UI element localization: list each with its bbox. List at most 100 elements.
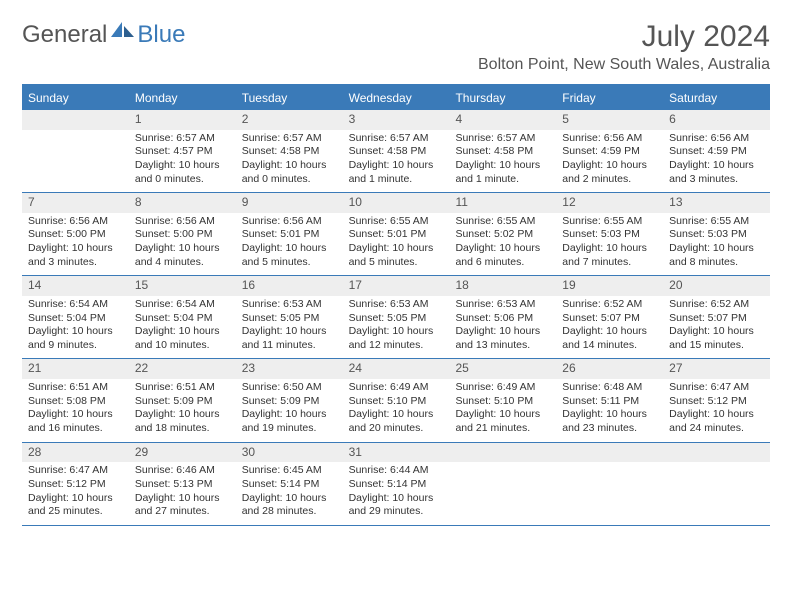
day-cell: 4Sunrise: 6:57 AMSunset: 4:58 PMDaylight…: [449, 110, 556, 192]
sunrise-line: Sunrise: 6:47 AM: [669, 381, 764, 395]
sunset-line: Sunset: 4:57 PM: [135, 145, 230, 159]
sunrise-line: Sunrise: 6:53 AM: [349, 298, 444, 312]
day-number: 1: [129, 110, 236, 130]
week-row: 7Sunrise: 6:56 AMSunset: 5:00 PMDaylight…: [22, 193, 770, 276]
location: Bolton Point, New South Wales, Australia: [478, 56, 770, 74]
day-number: 16: [236, 276, 343, 296]
sunset-line: Sunset: 5:10 PM: [455, 395, 550, 409]
weekday-sunday: Sunday: [22, 86, 129, 110]
day-cell: 18Sunrise: 6:53 AMSunset: 5:06 PMDayligh…: [449, 276, 556, 358]
sunrise-line: Sunrise: 6:56 AM: [669, 132, 764, 146]
sunrise-line: Sunrise: 6:53 AM: [242, 298, 337, 312]
weekday-monday: Monday: [129, 86, 236, 110]
month-title: July 2024: [478, 20, 770, 54]
sunrise-line: Sunrise: 6:54 AM: [28, 298, 123, 312]
daylight-line: Daylight: 10 hours and 15 minutes.: [669, 325, 764, 352]
day-cell: 28Sunrise: 6:47 AMSunset: 5:12 PMDayligh…: [22, 443, 129, 525]
day-cell: 11Sunrise: 6:55 AMSunset: 5:02 PMDayligh…: [449, 193, 556, 275]
sunrise-line: Sunrise: 6:56 AM: [242, 215, 337, 229]
calendar-body: 1Sunrise: 6:57 AMSunset: 4:57 PMDaylight…: [22, 110, 770, 526]
day-number: 19: [556, 276, 663, 296]
week-row: 14Sunrise: 6:54 AMSunset: 5:04 PMDayligh…: [22, 276, 770, 359]
weekday-wednesday: Wednesday: [343, 86, 450, 110]
day-content: Sunrise: 6:47 AMSunset: 5:12 PMDaylight:…: [663, 379, 770, 442]
sunset-line: Sunset: 5:01 PM: [242, 228, 337, 242]
week-row: 1Sunrise: 6:57 AMSunset: 4:57 PMDaylight…: [22, 110, 770, 193]
daylight-line: Daylight: 10 hours and 6 minutes.: [455, 242, 550, 269]
day-cell: 5Sunrise: 6:56 AMSunset: 4:59 PMDaylight…: [556, 110, 663, 192]
title-block: July 2024 Bolton Point, New South Wales,…: [478, 20, 770, 74]
day-number: 29: [129, 443, 236, 463]
day-cell: 3Sunrise: 6:57 AMSunset: 4:58 PMDaylight…: [343, 110, 450, 192]
sunrise-line: Sunrise: 6:47 AM: [28, 464, 123, 478]
daylight-line: Daylight: 10 hours and 8 minutes.: [669, 242, 764, 269]
sunrise-line: Sunrise: 6:56 AM: [28, 215, 123, 229]
weekday-friday: Friday: [556, 86, 663, 110]
sunrise-line: Sunrise: 6:52 AM: [669, 298, 764, 312]
day-number: 15: [129, 276, 236, 296]
sunrise-line: Sunrise: 6:51 AM: [28, 381, 123, 395]
day-content: Sunrise: 6:53 AMSunset: 5:06 PMDaylight:…: [449, 296, 556, 359]
daylight-line: Daylight: 10 hours and 2 minutes.: [562, 159, 657, 186]
daylight-line: Daylight: 10 hours and 0 minutes.: [135, 159, 230, 186]
day-content: Sunrise: 6:55 AMSunset: 5:01 PMDaylight:…: [343, 213, 450, 276]
day-number: 20: [663, 276, 770, 296]
day-content: Sunrise: 6:54 AMSunset: 5:04 PMDaylight:…: [22, 296, 129, 359]
day-content: Sunrise: 6:53 AMSunset: 5:05 PMDaylight:…: [343, 296, 450, 359]
day-number: 24: [343, 359, 450, 379]
day-content: Sunrise: 6:44 AMSunset: 5:14 PMDaylight:…: [343, 462, 450, 525]
day-number: 12: [556, 193, 663, 213]
daylight-line: Daylight: 10 hours and 24 minutes.: [669, 408, 764, 435]
day-cell: 14Sunrise: 6:54 AMSunset: 5:04 PMDayligh…: [22, 276, 129, 358]
day-cell: 15Sunrise: 6:54 AMSunset: 5:04 PMDayligh…: [129, 276, 236, 358]
sunrise-line: Sunrise: 6:55 AM: [349, 215, 444, 229]
day-cell: 2Sunrise: 6:57 AMSunset: 4:58 PMDaylight…: [236, 110, 343, 192]
day-content: Sunrise: 6:56 AMSunset: 5:00 PMDaylight:…: [129, 213, 236, 276]
daylight-line: Daylight: 10 hours and 19 minutes.: [242, 408, 337, 435]
day-number: 9: [236, 193, 343, 213]
sunset-line: Sunset: 5:05 PM: [242, 312, 337, 326]
day-content: Sunrise: 6:55 AMSunset: 5:03 PMDaylight:…: [663, 213, 770, 276]
day-number: 10: [343, 193, 450, 213]
day-content: Sunrise: 6:56 AMSunset: 4:59 PMDaylight:…: [556, 130, 663, 193]
logo-text-blue: Blue: [137, 21, 185, 49]
day-cell: 25Sunrise: 6:49 AMSunset: 5:10 PMDayligh…: [449, 359, 556, 441]
day-content: Sunrise: 6:56 AMSunset: 4:59 PMDaylight:…: [663, 130, 770, 193]
day-number: 18: [449, 276, 556, 296]
day-number: 7: [22, 193, 129, 213]
day-cell: 7Sunrise: 6:56 AMSunset: 5:00 PMDaylight…: [22, 193, 129, 275]
daylight-line: Daylight: 10 hours and 7 minutes.: [562, 242, 657, 269]
day-content: Sunrise: 6:55 AMSunset: 5:03 PMDaylight:…: [556, 213, 663, 276]
sunset-line: Sunset: 4:58 PM: [349, 145, 444, 159]
sunrise-line: Sunrise: 6:57 AM: [349, 132, 444, 146]
day-cell: 30Sunrise: 6:45 AMSunset: 5:14 PMDayligh…: [236, 443, 343, 525]
daylight-line: Daylight: 10 hours and 0 minutes.: [242, 159, 337, 186]
sunset-line: Sunset: 5:13 PM: [135, 478, 230, 492]
day-number: 27: [663, 359, 770, 379]
day-number: 22: [129, 359, 236, 379]
daylight-line: Daylight: 10 hours and 11 minutes.: [242, 325, 337, 352]
day-content: Sunrise: 6:57 AMSunset: 4:58 PMDaylight:…: [343, 130, 450, 193]
logo-sail-icon: [111, 20, 135, 43]
daylight-line: Daylight: 10 hours and 3 minutes.: [28, 242, 123, 269]
sunrise-line: Sunrise: 6:55 AM: [455, 215, 550, 229]
day-cell: [449, 443, 556, 525]
sunset-line: Sunset: 4:58 PM: [455, 145, 550, 159]
day-number: 23: [236, 359, 343, 379]
day-content: Sunrise: 6:51 AMSunset: 5:09 PMDaylight:…: [129, 379, 236, 442]
daylight-line: Daylight: 10 hours and 14 minutes.: [562, 325, 657, 352]
sunrise-line: Sunrise: 6:56 AM: [562, 132, 657, 146]
day-content: Sunrise: 6:56 AMSunset: 5:01 PMDaylight:…: [236, 213, 343, 276]
day-content: Sunrise: 6:51 AMSunset: 5:08 PMDaylight:…: [22, 379, 129, 442]
sunrise-line: Sunrise: 6:54 AM: [135, 298, 230, 312]
sunset-line: Sunset: 5:04 PM: [135, 312, 230, 326]
day-cell: 22Sunrise: 6:51 AMSunset: 5:09 PMDayligh…: [129, 359, 236, 441]
daylight-line: Daylight: 10 hours and 20 minutes.: [349, 408, 444, 435]
day-cell: 27Sunrise: 6:47 AMSunset: 5:12 PMDayligh…: [663, 359, 770, 441]
day-content: Sunrise: 6:49 AMSunset: 5:10 PMDaylight:…: [449, 379, 556, 442]
sunset-line: Sunset: 5:14 PM: [349, 478, 444, 492]
sunset-line: Sunset: 5:02 PM: [455, 228, 550, 242]
sunrise-line: Sunrise: 6:45 AM: [242, 464, 337, 478]
weekday-saturday: Saturday: [663, 86, 770, 110]
sunset-line: Sunset: 4:59 PM: [669, 145, 764, 159]
